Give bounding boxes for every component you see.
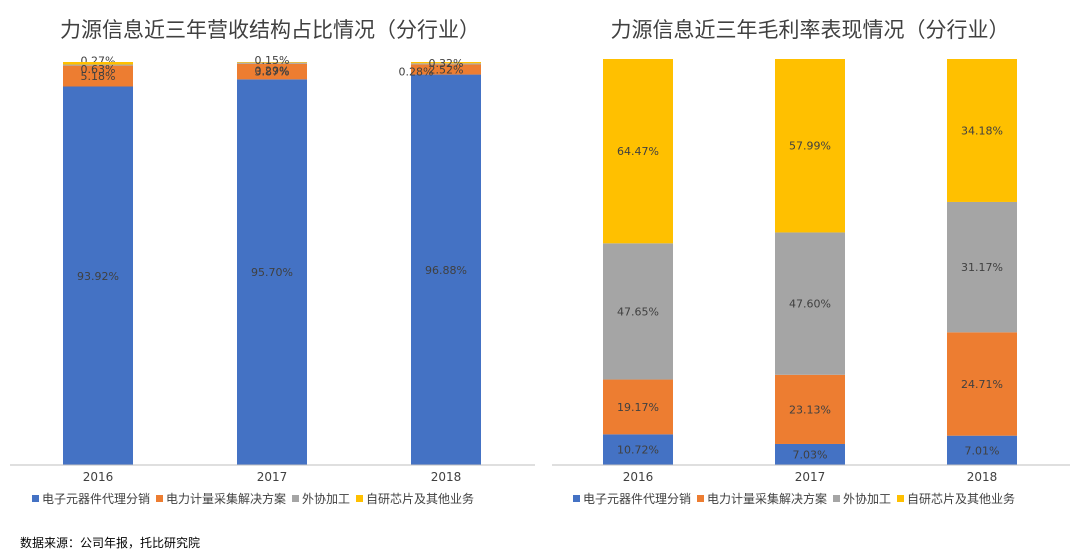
legend-label-1-0: 电子元器件代理分销 bbox=[583, 492, 691, 506]
data-label-1-1-2: 47.60% bbox=[789, 298, 831, 311]
legend-swatch-0-1 bbox=[156, 495, 163, 502]
x-tick-label-1-1: 2017 bbox=[795, 470, 826, 484]
legend-label-0-2: 外协加工 bbox=[302, 491, 350, 506]
bar-segment-0-1-3 bbox=[237, 62, 307, 63]
data-label-1-2-0: 7.01% bbox=[965, 444, 1000, 457]
bar-segment-0-2-0 bbox=[411, 74, 481, 465]
bar-segment-1-2-0 bbox=[947, 435, 1017, 465]
data-label-1-2-1: 24.71% bbox=[961, 378, 1003, 391]
bar-segment-1-0-3 bbox=[603, 59, 673, 244]
legend-swatch-1-0 bbox=[573, 495, 580, 502]
bar-segment-0-0-0 bbox=[63, 86, 133, 465]
legend-label-0-3: 自研芯片及其他业务 bbox=[366, 491, 474, 506]
data-label-1-1-1: 23.13% bbox=[789, 403, 831, 416]
left-chart-title: 力源信息近三年营收结构占比情况（分行业） bbox=[60, 18, 480, 42]
bar-segment-0-2-3 bbox=[411, 62, 481, 64]
legend-label-1-3: 自研芯片及其他业务 bbox=[907, 491, 1015, 506]
data-label-0-2-1: 2.52% bbox=[429, 63, 464, 76]
data-label-0-2-3: 0.32% bbox=[429, 57, 464, 70]
bar-segment-0-1-2 bbox=[237, 62, 307, 64]
bar-segment-1-0-1 bbox=[603, 379, 673, 435]
x-tick-label-0-1: 2017 bbox=[257, 470, 288, 484]
bar-segment-1-2-1 bbox=[947, 332, 1017, 436]
data-label-0-0-1: 5.18% bbox=[81, 70, 116, 83]
stacked-bar-charts: 93.92%5.18%0.27%0.63%201695.70%3.87%0.29… bbox=[10, 54, 1070, 506]
bar-segment-0-0-2 bbox=[63, 64, 133, 66]
legend-swatch-1-3 bbox=[897, 495, 904, 502]
bar-segment-1-1-0 bbox=[775, 443, 845, 465]
data-label-1-2-3: 34.18% bbox=[961, 124, 1003, 137]
legend-swatch-1-1 bbox=[697, 495, 704, 502]
x-tick-label-1-2: 2018 bbox=[967, 470, 998, 484]
legend-label-0-0: 电子元器件代理分销 bbox=[42, 492, 150, 506]
right-chart-title: 力源信息近三年毛利率表现情况（分行业） bbox=[610, 18, 1010, 42]
data-label-0-0-0: 93.92% bbox=[77, 270, 119, 283]
data-label-0-1-3: 0.15% bbox=[255, 54, 290, 67]
x-tick-label-0-0: 2016 bbox=[83, 470, 114, 484]
source-note: 数据来源：公司年报，托比研究院 bbox=[20, 536, 201, 550]
x-tick-label-1-0: 2016 bbox=[623, 470, 654, 484]
bar-segment-1-2-3 bbox=[947, 59, 1017, 202]
legend-swatch-0-2 bbox=[292, 495, 299, 502]
bar-segment-1-2-2 bbox=[947, 201, 1017, 333]
bar-segment-0-2-2 bbox=[411, 63, 481, 65]
data-label-0-1-0: 95.70% bbox=[251, 266, 293, 279]
data-label-1-1-3: 57.99% bbox=[789, 140, 831, 153]
bar-segment-0-1-1 bbox=[237, 63, 307, 80]
data-label-0-1-2: 0.29% bbox=[255, 65, 290, 78]
data-label-0-2-2: 0.28% bbox=[399, 65, 434, 78]
data-label-1-0-3: 64.47% bbox=[617, 145, 659, 158]
bar-segment-0-0-3 bbox=[63, 62, 133, 65]
data-label-1-0-2: 47.65% bbox=[617, 305, 659, 318]
legend-label-1-2: 外协加工 bbox=[843, 491, 891, 506]
bar-segment-1-1-3 bbox=[775, 59, 845, 233]
data-label-1-0-0: 10.72% bbox=[617, 444, 659, 457]
data-label-1-0-1: 19.17% bbox=[617, 401, 659, 414]
legend-swatch-1-2 bbox=[833, 495, 840, 502]
data-label-0-0-3: 0.63% bbox=[81, 63, 116, 76]
bar-segment-0-0-1 bbox=[63, 65, 133, 87]
x-tick-label-0-2: 2018 bbox=[431, 470, 462, 484]
data-label-0-1-1: 3.87% bbox=[255, 66, 290, 79]
bar-segment-1-0-2 bbox=[603, 243, 673, 380]
data-label-1-1-0: 7.03% bbox=[793, 448, 828, 461]
legend-label-1-1: 电力计量采集解决方案 bbox=[707, 491, 827, 506]
bar-segment-1-1-2 bbox=[775, 232, 845, 375]
bar-segment-0-1-0 bbox=[237, 79, 307, 466]
data-label-0-2-0: 96.88% bbox=[425, 264, 467, 277]
legend-swatch-0-0 bbox=[32, 495, 39, 502]
data-label-1-2-2: 31.17% bbox=[961, 261, 1003, 274]
legend-swatch-0-3 bbox=[356, 495, 363, 502]
legend-label-0-1: 电力计量采集解决方案 bbox=[166, 491, 286, 506]
bar-segment-0-2-1 bbox=[411, 64, 481, 75]
bar-segment-1-1-1 bbox=[775, 374, 845, 444]
bar-segment-1-0-0 bbox=[603, 434, 673, 465]
